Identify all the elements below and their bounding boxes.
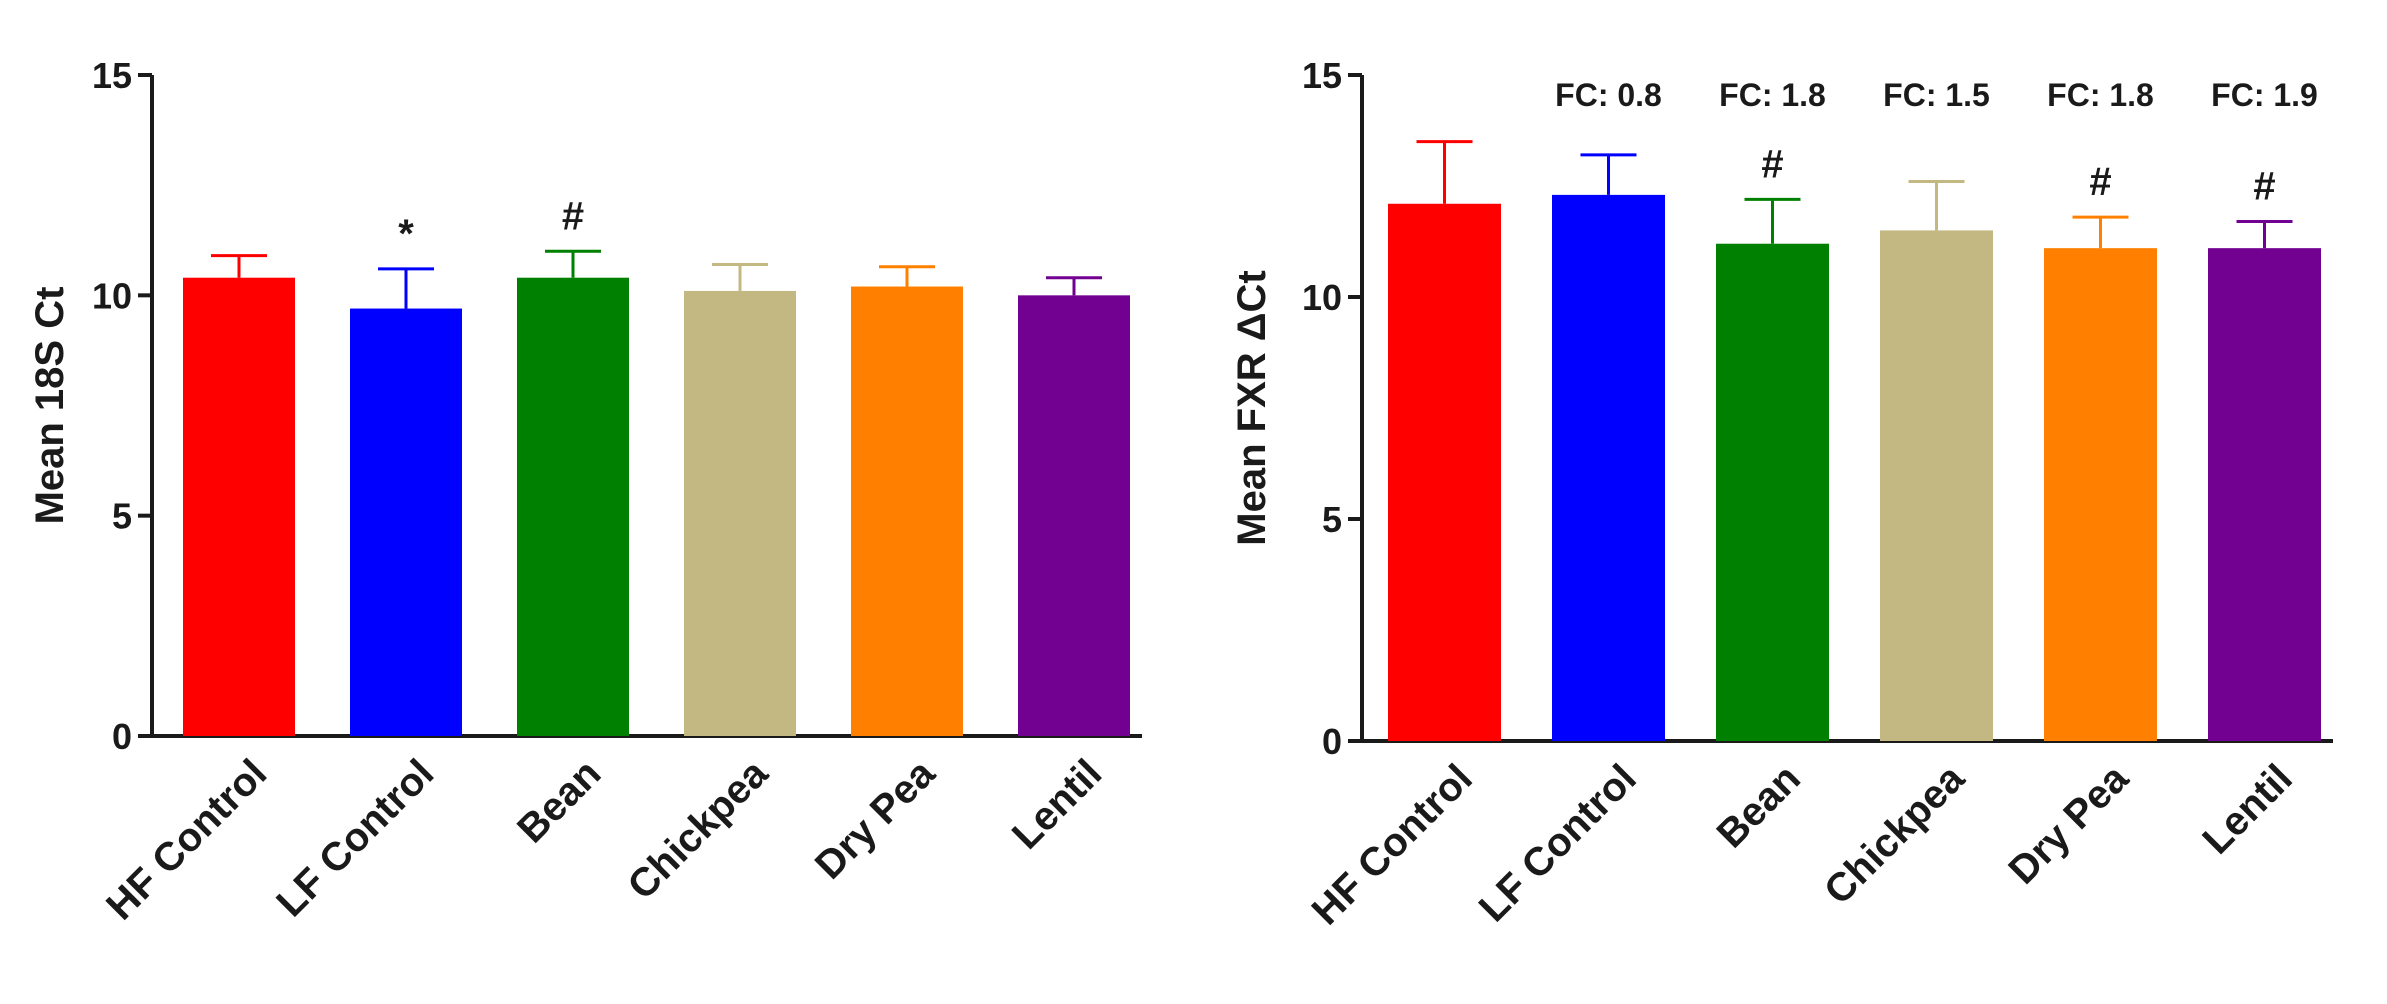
bar (1018, 295, 1130, 736)
fold-change-label: FC: 1.9 (2211, 77, 2318, 113)
bar (851, 286, 963, 736)
y-axis-label: Mean 18S Ct (28, 287, 72, 525)
y-tick-label: 15 (92, 55, 132, 96)
category-label: Dry Pea (2000, 756, 2137, 893)
y-tick-label: 15 (1302, 55, 1342, 96)
y-tick-label: 10 (1302, 277, 1342, 318)
bar (2208, 248, 2321, 741)
fold-change-label: FC: 1.5 (1883, 77, 1990, 113)
fold-change-label: FC: 1.8 (2047, 77, 2154, 113)
bar (2044, 248, 2157, 741)
bar (1388, 203, 1501, 741)
fold-change-label: FC: 1.8 (1719, 77, 1826, 113)
category-label: Chickpea (1816, 756, 1973, 913)
category-label: Bean (509, 751, 609, 851)
category-label: LF Control (1471, 756, 1645, 930)
bar (350, 308, 462, 736)
chart-fxr-delta-ct: 0 5 10 15 Mean FXR ΔCt HF Control FC: 0.8 LF Co… (1230, 55, 2333, 933)
y-tick-label: 10 (92, 275, 132, 316)
bar (1716, 243, 1829, 741)
category-label: Dry Pea (807, 751, 944, 888)
significance-marker: # (562, 194, 584, 238)
category-label: Lentil (1004, 751, 1111, 858)
significance-marker: * (398, 212, 414, 256)
significance-marker: # (2253, 165, 2275, 209)
fold-change-label: FC: 0.8 (1555, 77, 1662, 113)
y-axis-label: Mean FXR ΔCt (1230, 270, 1274, 545)
bar (517, 277, 629, 736)
category-label: Bean (1709, 756, 1809, 856)
significance-marker: # (1761, 142, 1783, 186)
significance-marker: # (2089, 160, 2111, 204)
y-tick-label: 0 (1322, 721, 1342, 762)
category-label: Lentil (2194, 756, 2301, 863)
y-tick-label: 5 (112, 496, 132, 537)
bar (183, 277, 295, 736)
chart-18s-ct: 0 5 10 15 Mean 18S Ct HF Control * LF Control # B… (28, 55, 1142, 928)
bar (684, 290, 796, 736)
bar (1552, 194, 1665, 741)
y-tick-label: 5 (1322, 499, 1342, 540)
category-label: HF Control (1304, 756, 1481, 933)
category-label: LF Control (268, 751, 442, 925)
category-label: HF Control (98, 751, 275, 928)
category-label: Chickpea (619, 751, 776, 908)
y-tick-label: 0 (112, 716, 132, 757)
bar (1880, 230, 1993, 741)
